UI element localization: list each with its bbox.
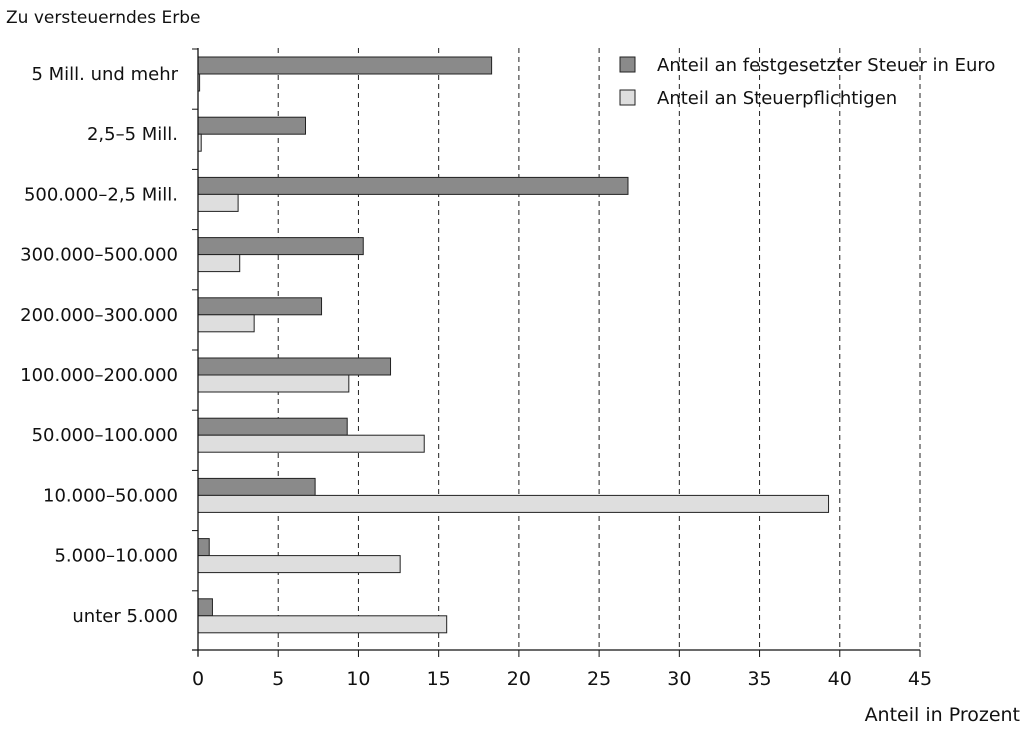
bar-taxpayer-share [197,494,830,513]
bars [197,56,830,634]
legend-swatch [619,56,636,73]
x-tick-label: 15 [427,668,451,690]
bar-taxpayer-share [197,434,425,453]
x-tick-label: 5 [272,668,284,690]
legend-label: Anteil an Steuerpflichtigen [657,88,897,109]
y-tick-label: 500.000–2,5 Mill. [24,184,178,205]
x-tick-label: 30 [667,668,691,690]
bar-tax-share [197,297,323,316]
y-tick-label: 300.000–500.000 [20,245,178,266]
bar-tax-share [197,477,316,496]
x-tick-label: 40 [828,668,852,690]
x-tick-label: 35 [747,668,771,690]
bar-taxpayer-share [197,555,401,574]
bar-tax-share [197,176,629,195]
bar-tax-share [197,56,493,75]
axes: 5 Mill. und mehr 2,5–5 Mill. 500.000–2,5 M… [20,48,932,690]
y-tick-label: 5.000–10.000 [54,546,178,567]
bar-tax-share [197,357,392,376]
bar-tax-share [197,116,306,135]
y-tick-label: unter 5.000 [72,606,178,627]
x-tick-label: 20 [507,668,531,690]
y-axis-title: Zu versteuerndes Erbe [6,8,201,28]
y-tick-label: 5 Mill. und mehr [31,64,178,85]
y-tick-label: 200.000–300.000 [20,305,178,326]
bar-taxpayer-share [197,615,448,634]
y-tick-label: 10.000–50.000 [43,485,178,506]
x-tick-label: 25 [587,668,611,690]
grid [277,48,921,650]
x-tick-label: 45 [908,668,932,690]
bar-tax-share [197,538,210,557]
bar-taxpayer-share [197,254,241,273]
bar-tax-share [197,237,364,256]
x-axis-title: Anteil in Prozent [865,704,1020,726]
y-tick-label: 50.000–100.000 [32,425,178,446]
bar-taxpayer-share [197,314,255,333]
legend: Anteil an festgesetzter Steuer in Euro An… [619,55,995,109]
x-tick-label: 0 [192,668,204,690]
y-tick-label: 100.000–200.000 [20,365,178,386]
bar-tax-share [197,598,213,617]
bar-taxpayer-share [197,193,239,212]
legend-swatch [619,89,636,106]
bar-tax-share [197,417,348,436]
y-tick-label: 2,5–5 Mill. [87,124,178,145]
legend-label: Anteil an festgesetzter Steuer in Euro [657,55,995,76]
x-tick-label: 10 [346,668,370,690]
bar-taxpayer-share [197,374,350,393]
